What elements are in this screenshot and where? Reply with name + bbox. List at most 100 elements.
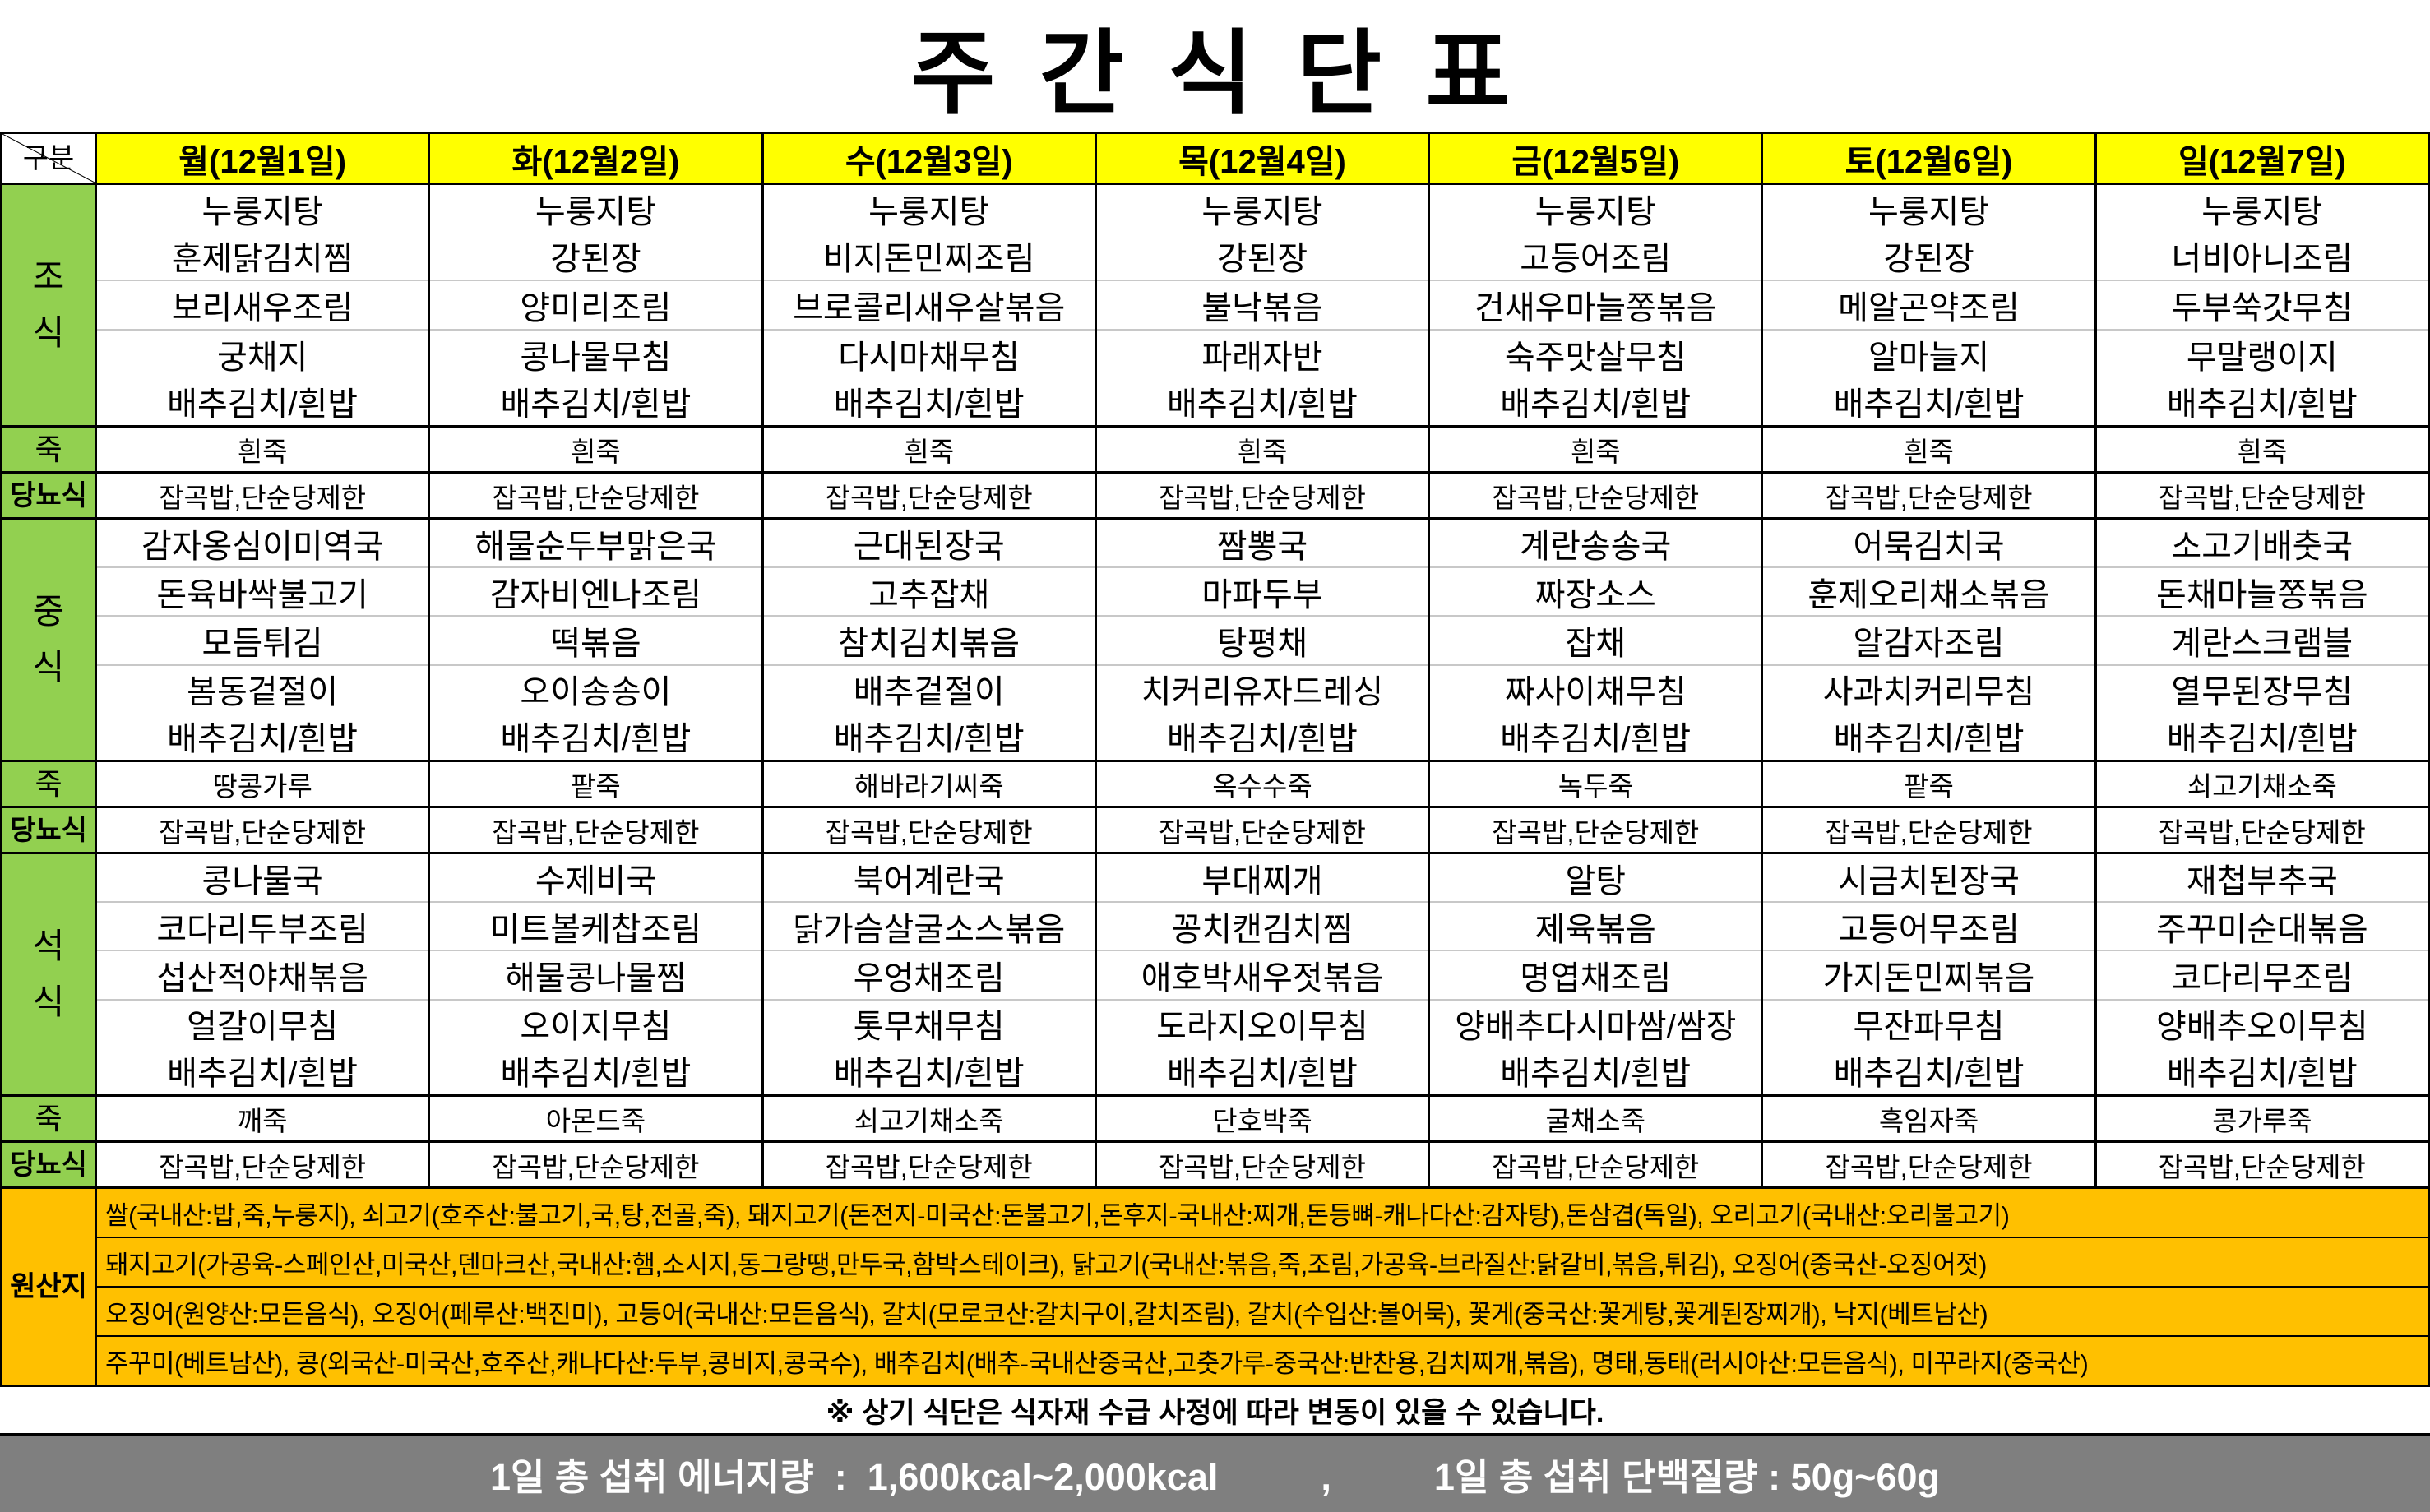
nutrition-footer: 1일 총 섭취 에너지량 : 1,600kcal~2,000kcal , 1일 … bbox=[0, 1433, 2430, 1512]
menu-item: 배추김치/흰밥 bbox=[2166, 721, 2358, 758]
menu-item: 누룽지탕 bbox=[1201, 193, 1323, 230]
menu-item: 양미리조림 bbox=[430, 280, 761, 329]
porridge2-cell-day4: 녹두죽 bbox=[1430, 762, 1764, 806]
row-label-diabetic1: 당뇨식 bbox=[2, 474, 97, 517]
porridge3-cell-day1: 아몬드죽 bbox=[430, 1097, 764, 1140]
row-diabetic3: 당뇨식 잡곡밥,단순당제한 잡곡밥,단순당제한 잡곡밥,단순당제한 잡곡밥,단순당제한 잡… bbox=[2, 1143, 2428, 1189]
dinner-cell-day2: 북어계란국 닭가슴살굴소스볶음 우엉채조림 톳무채무침 배추김치/흰밥 bbox=[763, 854, 1097, 1094]
menu-item: 콩나물무침 bbox=[430, 328, 761, 378]
menu-item: 배추김치/흰밥 bbox=[500, 721, 692, 758]
menu-item: 계란송송국 bbox=[1520, 528, 1672, 565]
diabetic2-cell-day6: 잡곡밥,단순당제한 bbox=[2158, 816, 2366, 848]
diabetic2-cell-day0: 잡곡밥,단순당제한 bbox=[97, 808, 431, 852]
menu-item: 시금치된장국 bbox=[1838, 862, 2020, 899]
diabetic1-cell-day2: 잡곡밥,단순당제한 bbox=[764, 474, 1097, 517]
menu-item: 배추김치/흰밥 bbox=[1167, 721, 1358, 758]
menu-table: 구분 월(12월1일) 화(12월2일) 수(12월3일) 목(12월4일) 금(12월… bbox=[0, 132, 2430, 1387]
porridge3-cell-day5: 흑임자죽 bbox=[1763, 1097, 2097, 1140]
header-row: 구분 월(12월1일) 화(12월2일) 수(12월3일) 목(12월4일) 금(12월… bbox=[2, 134, 2428, 185]
porridge2-cell-day6: 쇠고기채소죽 bbox=[2187, 770, 2337, 802]
menu-item: 짜사이채무침 bbox=[1430, 664, 1761, 713]
menu-item: 알감자조림 bbox=[1763, 615, 2094, 664]
breakfast-cell-day6: 누룽지탕 너비아니조림 두부쑥갓무침 무말랭이지 배추김치/흰밥 bbox=[2096, 185, 2428, 425]
menu-item: 코다리두부조림 bbox=[97, 901, 428, 950]
menu-item: 오이송송이 bbox=[430, 664, 761, 713]
menu-item: 재첩부추국 bbox=[2186, 862, 2338, 899]
day-header-6: 일(12월7일) bbox=[2096, 134, 2428, 183]
diabetic2-cell-day2: 잡곡밥,단순당제한 bbox=[764, 808, 1097, 852]
menu-item: 근대된장국 bbox=[853, 528, 1005, 565]
menu-item: 배추김치/흰밥 bbox=[1500, 386, 1692, 423]
dinner-cell-day4: 알탕 제육볶음 명엽채조림 양배추다시마쌈/쌈장 배추김치/흰밥 bbox=[1430, 854, 1764, 1094]
menu-item: 참치김치볶음 bbox=[763, 615, 1095, 664]
menu-item: 숙주맛살무침 bbox=[1430, 328, 1761, 378]
day-header-5: 토(12월6일) bbox=[1763, 134, 2097, 183]
menu-item: 배추김치/흰밥 bbox=[833, 721, 1025, 758]
menu-item: 배추김치/흰밥 bbox=[833, 386, 1025, 423]
menu-item: 우엉채조림 bbox=[763, 950, 1095, 998]
row-lunch: 중 식 감자옹심이미역국 돈육바싹불고기 모듬튀김 봄동겉절이 배추김치/흰밥 해물순두부맑은… bbox=[2, 520, 2428, 762]
diabetic1-cell-day0: 잡곡밥,단순당제한 bbox=[97, 474, 431, 517]
menu-item: 배추김치/흰밥 bbox=[2166, 386, 2358, 423]
menu-item: 해물순두부맑은국 bbox=[474, 528, 717, 565]
diabetic3-cell-day5: 잡곡밥,단순당제한 bbox=[1763, 1143, 2097, 1186]
menu-item: 부대찌개 bbox=[1201, 862, 1323, 899]
porridge2-cell-day5: 팥죽 bbox=[1763, 762, 2097, 806]
menu-item: 누룽지탕 bbox=[535, 193, 657, 230]
menu-item: 열무된장무침 bbox=[2096, 664, 2428, 713]
porridge1-cell-day0: 흰죽 bbox=[97, 428, 431, 471]
diagonal-line bbox=[2, 134, 95, 183]
menu-item: 배추김치/흰밥 bbox=[2166, 1056, 2358, 1093]
menu-item: 치커리유자드레싱 bbox=[1096, 664, 1428, 713]
menu-item: 강된장 bbox=[1216, 241, 1308, 278]
menu-item: 미트볼케찹조림 bbox=[430, 901, 761, 950]
diabetic1-cell-day5: 잡곡밥,단순당제한 bbox=[1763, 474, 2097, 517]
diabetic3-cell-day2: 잡곡밥,단순당제한 bbox=[764, 1143, 1097, 1186]
menu-item: 궁채지 bbox=[97, 328, 428, 378]
menu-item: 파래자반 bbox=[1096, 328, 1428, 378]
lunch-cell-day2: 근대된장국 고추잡채 참치김치볶음 배추겉절이 배추김치/흰밥 bbox=[763, 520, 1097, 760]
dinner-cell-day1: 수제비국 미트볼케찹조림 해물콩나물찜 오이지무침 배추김치/흰밥 bbox=[430, 854, 764, 1094]
menu-item: 강된장 bbox=[1883, 241, 1974, 278]
menu-item: 오이지무침 bbox=[430, 998, 761, 1047]
menu-item: 배추김치/흰밥 bbox=[167, 721, 359, 758]
menu-item: 무말랭이지 bbox=[2096, 328, 2428, 378]
menu-item: 톳무채무침 bbox=[763, 998, 1095, 1047]
menu-item: 훈제닭김치찜 bbox=[171, 241, 354, 278]
menu-item: 배추김치/흰밥 bbox=[1167, 1056, 1358, 1093]
menu-item: 양배추다시마쌈/쌈장 bbox=[1430, 998, 1761, 1047]
day-header-2: 수(12월3일) bbox=[763, 134, 1097, 183]
diabetic2-cell-day1: 잡곡밥,단순당제한 bbox=[430, 808, 764, 852]
porridge3-cell-day2: 쇠고기채소죽 bbox=[764, 1097, 1097, 1140]
menu-item: 잡채 bbox=[1430, 615, 1761, 664]
menu-item: 알마늘지 bbox=[1763, 328, 2094, 378]
breakfast-cell-day4: 누룽지탕 고등어조림 건새우마늘쫑볶음 숙주맛살무침 배추김치/흰밥 bbox=[1430, 185, 1764, 425]
menu-item: 제육볶음 bbox=[1430, 901, 1761, 950]
porridge3-cell-day3: 단호박죽 bbox=[1097, 1097, 1431, 1140]
title-area: 주 간 식 단 표 bbox=[0, 0, 2430, 132]
porridge2-cell-day1: 팥죽 bbox=[430, 762, 764, 806]
diabetic3-cell-day3: 잡곡밥,단순당제한 bbox=[1097, 1143, 1431, 1186]
row-porridge3: 죽 깨죽 아몬드죽 쇠고기채소죽 단호박죽 굴채소죽 흑임자죽 콩가루죽 bbox=[2, 1097, 2428, 1143]
row-origin: 원산지 쌀(국내산:밥,죽,누룽지), 쇠고기(호주산:불고기,국,탕,전골,죽)… bbox=[2, 1189, 2428, 1385]
lunch-cell-day1: 해물순두부맑은국 감자비엔나조림 떡볶음 오이송송이 배추김치/흰밥 bbox=[430, 520, 764, 760]
diabetic3-cell-day6: 잡곡밥,단순당제한 bbox=[2158, 1151, 2366, 1182]
porridge2-cell-day0: 땅콩가루 bbox=[97, 762, 431, 806]
menu-item: 얼갈이무침 bbox=[97, 998, 428, 1047]
menu-item: 고추잡채 bbox=[763, 566, 1095, 615]
menu-item: 모듬튀김 bbox=[97, 615, 428, 664]
corner-label: 구분 bbox=[22, 142, 75, 174]
menu-item: 감자옹심이미역국 bbox=[141, 528, 384, 565]
origin-line-0: 쌀(국내산:밥,죽,누룽지), 쇠고기(호주산:불고기,국,탕,전골,죽), 돼… bbox=[97, 1189, 2428, 1237]
menu-item: 코다리무조림 bbox=[2096, 950, 2428, 998]
breakfast-cell-day3: 누룽지탕 강된장 불낙볶음 파래자반 배추김치/흰밥 bbox=[1096, 185, 1431, 425]
menu-item: 배추김치/흰밥 bbox=[500, 386, 692, 423]
diabetic2-cell-day4: 잡곡밥,단순당제한 bbox=[1430, 808, 1764, 852]
origin-line-1: 돼지고기(가공육-스페인산,미국산,덴마크산,국내산:햄,소시지,동그랑땡,만두… bbox=[97, 1237, 2428, 1286]
menu-item: 가지돈민찌볶음 bbox=[1763, 950, 2094, 998]
row-label-diabetic3: 당뇨식 bbox=[2, 1143, 97, 1186]
menu-item: 훈제오리채소볶음 bbox=[1763, 566, 2094, 615]
